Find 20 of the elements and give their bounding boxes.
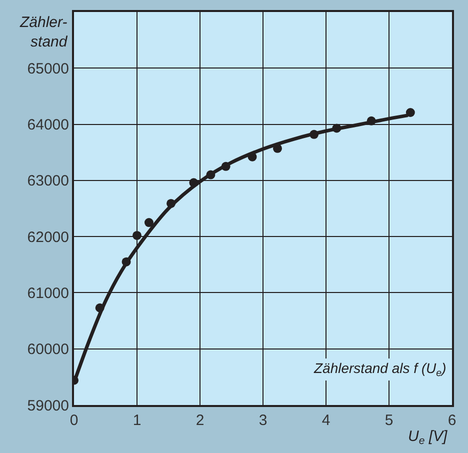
- x-tick-label: 5: [384, 412, 394, 429]
- x-axis-title: U$_{e}$ [V]: [408, 428, 448, 448]
- y-tick-label: 60000: [27, 341, 69, 358]
- x-tick-label: 3: [258, 412, 268, 429]
- point: [144, 218, 154, 228]
- x-tick-label: 0: [70, 412, 78, 429]
- point: [406, 108, 415, 117]
- x-tick-label: 6: [448, 412, 456, 429]
- y-tick-label: 65000: [27, 60, 69, 78]
- y-tick-label: 63000: [27, 172, 69, 190]
- annotation: Zählerstand als f (U$_{e}$): [313, 360, 446, 379]
- y-tick-label: 61000: [27, 284, 69, 302]
- x-tick-label: 2: [196, 412, 204, 429]
- point: [132, 230, 142, 240]
- y-tick-label: 64000: [27, 116, 69, 134]
- x-tick-label: 4: [322, 412, 330, 429]
- y-tick-label: 59000: [27, 397, 69, 414]
- y-tick-label: 62000: [27, 228, 69, 246]
- y-axis-title: Zähler- stand: [19, 14, 68, 50]
- x-tick-label: 1: [132, 412, 142, 429]
